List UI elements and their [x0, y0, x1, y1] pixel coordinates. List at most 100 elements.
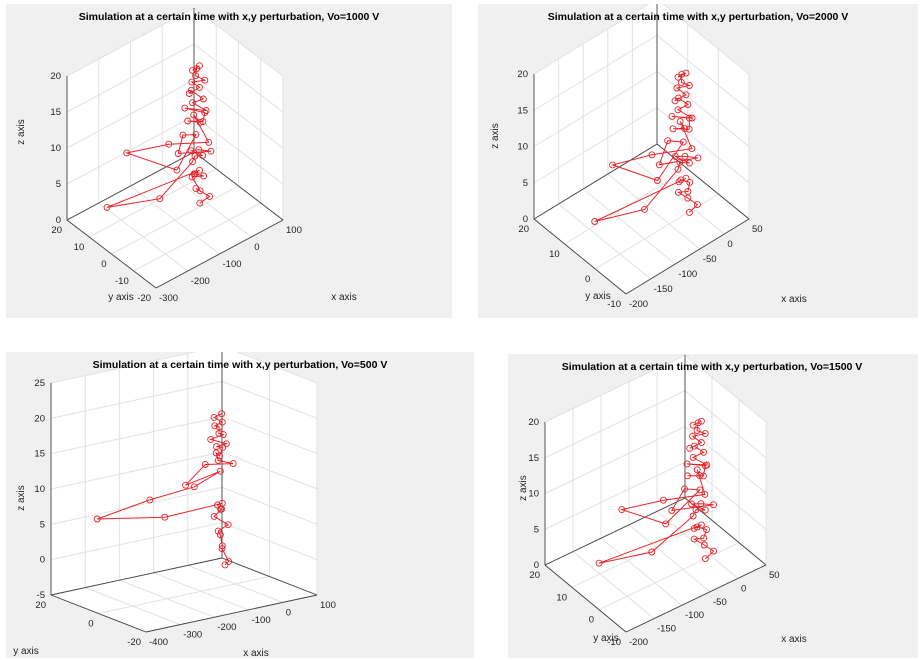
- data-point: [189, 158, 196, 166]
- data-point: [689, 512, 697, 520]
- x-tick-label: -100: [252, 615, 271, 626]
- data-point: [184, 117, 192, 125]
- grid-line-y-floor: [133, 202, 261, 272]
- grid-line-y-floor: [595, 193, 719, 270]
- x-tick-label: -150: [657, 624, 676, 635]
- data-point: [201, 461, 209, 468]
- data-point: [199, 95, 207, 103]
- data-point: [189, 99, 196, 107]
- x-axis-label: x axis: [331, 292, 357, 303]
- grid-line-z-wall: [221, 451, 318, 490]
- y-axis-label: y axis: [585, 291, 611, 302]
- grid-line-z-wall: [544, 390, 686, 459]
- x-tick-label: 100: [286, 225, 302, 236]
- data-point: [609, 161, 617, 169]
- data-point: [196, 83, 203, 91]
- data-point: [679, 138, 687, 146]
- grid-line-z-wall: [221, 416, 318, 455]
- data-point: [218, 410, 226, 418]
- data-point: [681, 152, 689, 160]
- data-point: [688, 500, 696, 508]
- data-point: [701, 430, 709, 438]
- data-point: [207, 147, 215, 155]
- data-point: [219, 431, 227, 439]
- grid-line-z-wall: [684, 390, 767, 459]
- grid-line-z-wall: [193, 43, 284, 113]
- grid-line-z-wall: [50, 380, 223, 419]
- x-tick-label: -200: [629, 637, 648, 648]
- data-point: [685, 114, 693, 122]
- data-point: [93, 515, 101, 523]
- z-tick-label: 15: [50, 107, 61, 118]
- z-tick-label: 15: [34, 449, 45, 460]
- data-point: [103, 203, 111, 211]
- y-tick-label: -10: [115, 276, 129, 287]
- data-point: [595, 559, 603, 567]
- grid-line-x-floor: [572, 551, 655, 619]
- data-point: [146, 496, 154, 504]
- data-point: [700, 534, 708, 542]
- grid-line-z-wall: [66, 7, 195, 77]
- grid-line-z-wall: [221, 486, 318, 525]
- data-point: [701, 490, 709, 498]
- data-point: [697, 417, 705, 425]
- data-point: [701, 506, 709, 514]
- y-tick-label: 20: [35, 600, 46, 611]
- z-tick-label: 0: [534, 560, 539, 571]
- z-tick-label: 20: [34, 413, 45, 424]
- data-point: [213, 443, 220, 451]
- z-axis-label: z axis: [16, 119, 27, 145]
- data-point: [207, 435, 215, 443]
- grid-line-y-floor: [89, 168, 217, 238]
- data-point: [648, 548, 656, 556]
- data-point: [669, 125, 677, 133]
- data-point: [206, 192, 214, 200]
- grid-line-z-wall: [50, 522, 223, 561]
- data-point: [210, 512, 218, 520]
- grid-line-z-wall: [662, 4, 750, 75]
- chart-title: Simulation at a certain time with x,y pe…: [79, 11, 380, 23]
- x-tick-label: 0: [254, 242, 259, 253]
- data-point: [703, 461, 711, 469]
- z-tick-label: 15: [528, 453, 539, 464]
- data-point: [591, 218, 599, 225]
- data-point: [674, 106, 682, 114]
- grid-line-z-wall: [656, 71, 750, 147]
- data-point: [190, 111, 198, 119]
- z-tick-label: 25: [34, 378, 45, 389]
- x-tick-label: -100: [223, 259, 242, 270]
- z-axis-label: z axis: [518, 475, 529, 501]
- data-point: [211, 422, 219, 430]
- data-point: [701, 462, 709, 470]
- z-tick-label: 15: [517, 105, 528, 116]
- data-point: [224, 521, 232, 529]
- data-point: [676, 118, 684, 125]
- x-axis-label: x axis: [781, 634, 807, 645]
- data-point: [196, 166, 203, 174]
- x-axis-label: x axis: [243, 648, 269, 658]
- y-axis-label: y axis: [593, 633, 619, 644]
- data-point: [696, 486, 704, 494]
- grid-line-z-wall: [544, 461, 686, 530]
- box-edge: [66, 151, 195, 221]
- y-tick-label: -10: [607, 637, 621, 648]
- data-point: [189, 66, 196, 74]
- data-point: [688, 145, 696, 153]
- x-axis-label: x axis: [781, 294, 807, 305]
- grid-line-x-floor: [558, 203, 651, 280]
- data-point: [696, 472, 704, 480]
- floor-plane: [534, 144, 749, 294]
- z-axis-label: z axis: [490, 123, 501, 149]
- y-axis-label: y axis: [108, 292, 134, 303]
- data-point: [214, 527, 222, 535]
- x-tick-label: -100: [678, 269, 697, 280]
- data-point: [682, 91, 690, 99]
- grid-line-z-wall: [684, 354, 767, 423]
- grid-line-x-floor: [582, 188, 676, 265]
- grid-line-z-wall: [66, 43, 195, 113]
- grid-line-z-wall: [544, 426, 686, 494]
- data-point: [668, 507, 676, 514]
